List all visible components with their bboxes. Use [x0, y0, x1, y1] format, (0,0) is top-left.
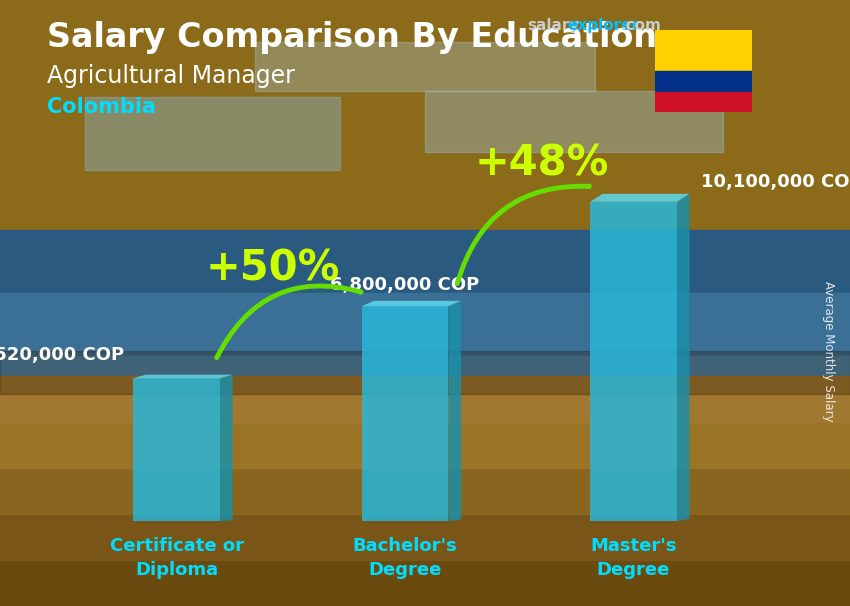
Polygon shape	[361, 301, 461, 306]
Bar	[0, 418, 850, 481]
Text: salary: salary	[527, 18, 580, 33]
Bar	[255, 42, 595, 91]
Bar	[0, 481, 850, 544]
Bar	[654, 92, 752, 112]
Text: Agricultural Manager: Agricultural Manager	[47, 64, 295, 88]
Bar	[0, 422, 850, 468]
Text: +48%: +48%	[475, 142, 609, 184]
Text: 6,800,000 COP: 6,800,000 COP	[331, 276, 479, 294]
FancyBboxPatch shape	[133, 378, 220, 521]
Bar	[425, 91, 722, 152]
Bar	[0, 376, 850, 422]
Text: Average Monthly Salary: Average Monthly Salary	[822, 281, 836, 422]
Polygon shape	[220, 375, 233, 521]
Text: Salary Comparison By Education: Salary Comparison By Education	[47, 21, 657, 54]
Bar	[0, 544, 850, 606]
Polygon shape	[590, 194, 689, 202]
Bar	[654, 30, 752, 72]
Text: 4,520,000 COP: 4,520,000 COP	[0, 346, 124, 364]
FancyArrowPatch shape	[217, 286, 361, 358]
Bar	[0, 351, 850, 394]
Bar	[0, 468, 850, 514]
Bar	[0, 356, 850, 418]
Bar	[0, 560, 850, 606]
Text: 10,100,000 COP: 10,100,000 COP	[701, 173, 850, 190]
Text: explorer: explorer	[568, 18, 640, 33]
Bar	[0, 230, 850, 293]
Bar	[0, 514, 850, 560]
Polygon shape	[677, 194, 689, 521]
Bar	[0, 293, 850, 356]
Bar	[85, 97, 340, 170]
FancyArrowPatch shape	[457, 186, 589, 284]
FancyBboxPatch shape	[361, 306, 449, 521]
Text: .com: .com	[620, 18, 661, 33]
Bar	[654, 72, 752, 92]
FancyBboxPatch shape	[590, 202, 677, 521]
Polygon shape	[449, 301, 461, 521]
Text: Colombia: Colombia	[47, 97, 156, 117]
Polygon shape	[133, 375, 233, 378]
Text: +50%: +50%	[206, 247, 340, 289]
